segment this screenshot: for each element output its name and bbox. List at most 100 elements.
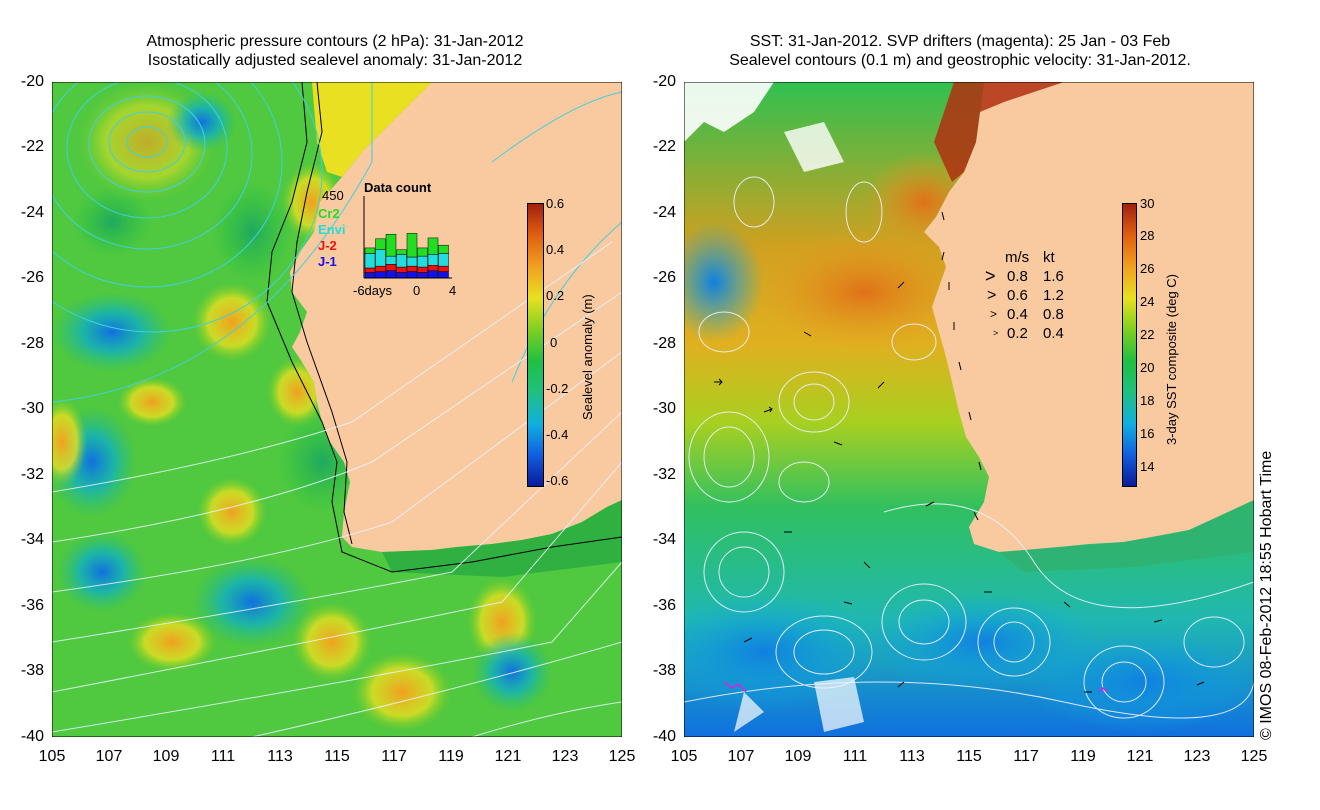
y-tick: -38	[20, 662, 44, 679]
velocity-kt: 1.6	[1043, 268, 1064, 285]
velocity-header-kt: kt	[1043, 249, 1055, 266]
x-tick: 115	[324, 748, 350, 765]
velocity-kt: 0.8	[1043, 306, 1064, 323]
sst-tick: 18	[1140, 393, 1155, 408]
sst-features	[684, 82, 1254, 732]
x-tick: 125	[608, 748, 636, 765]
x-tick: 121	[494, 748, 522, 765]
x-tick: 117	[381, 748, 407, 765]
x-tick: 113	[899, 748, 925, 765]
sst-tick: 20	[1140, 360, 1155, 375]
northwest-warm-coast	[934, 82, 1064, 182]
data-count-bar-j2	[385, 264, 397, 271]
sla-tick: -0.4	[546, 427, 569, 442]
isobath-lines	[266, 82, 622, 573]
sla-tick: 0.4	[546, 242, 565, 257]
sst-tick: 24	[1140, 294, 1155, 309]
data-count-bar-cr2	[385, 234, 397, 257]
data-count-bar-j2	[396, 266, 407, 273]
data-count-bar-j1	[406, 271, 418, 279]
x-tick: 115	[956, 748, 982, 765]
south-coast-green	[382, 500, 622, 577]
sst-colorbar	[1122, 203, 1137, 487]
y-tick: -32	[20, 466, 44, 483]
x-tick: 113	[267, 748, 293, 765]
sla-tick: -0.6	[546, 473, 569, 488]
y-tick: -26	[652, 269, 676, 286]
pressure-contours	[52, 82, 622, 403]
x-tick: 123	[551, 748, 579, 765]
y-tick: -40	[20, 728, 44, 745]
y-tick: -20	[20, 73, 44, 90]
x-tick: 105	[38, 748, 66, 765]
legend-envi: Envi	[318, 222, 346, 237]
sla-colorbar	[527, 203, 544, 487]
data-count-bar-cr2	[417, 247, 428, 257]
y-tick: -36	[652, 597, 676, 614]
x-tick: 111	[210, 748, 236, 765]
y-tick: -38	[652, 662, 676, 679]
left-title-line2: Isostatically adjusted sealevel anomaly:…	[147, 52, 523, 69]
y-tick: -28	[652, 335, 676, 352]
data-count-max-label: 450	[322, 188, 344, 203]
data-count-bar-cr2	[364, 247, 376, 254]
data-count-legend: Cr2 Envi J-2 J-1	[318, 206, 345, 270]
velocity-arrow-icon: >	[985, 266, 996, 286]
sst-tick: 22	[1140, 327, 1155, 342]
x-tick: 105	[670, 748, 698, 765]
velocity-ms: 0.8	[1007, 268, 1028, 285]
x-tick: 107	[95, 748, 123, 765]
sst-tick: 14	[1140, 459, 1155, 474]
y-tick: -28	[20, 335, 44, 352]
velocity-arrow-icon: >	[990, 307, 998, 321]
x-tick: 107	[727, 748, 755, 765]
land-australia-right	[924, 82, 1254, 552]
data-count-bar-j2	[364, 267, 376, 273]
legend-j2: J-2	[318, 238, 337, 253]
data-count-bar-j2	[427, 264, 439, 271]
svp-drifters	[723, 681, 1108, 693]
data-count-bar-cr2	[427, 237, 439, 255]
sst-colorbar-label: 3-day SST composite (deg C)	[1164, 274, 1179, 445]
y-tick: -30	[652, 400, 676, 417]
y-tick: -36	[20, 597, 44, 614]
data-count-xlabel-end: 4	[449, 283, 457, 298]
credit-timestamp: © IMOS 08-Feb-2012 18:55 Hobart Time	[1258, 450, 1275, 740]
data-count-bar-envi	[406, 256, 418, 267]
south-coast-green-right	[999, 500, 1254, 572]
data-count-bars	[364, 233, 449, 279]
sst-tick: 16	[1140, 426, 1155, 441]
pressure-contours-white	[52, 241, 622, 737]
legend-cr2: Cr2	[318, 206, 340, 221]
velocity-ms: 0.2	[1007, 325, 1028, 342]
y-tick: -22	[20, 138, 44, 155]
right-sst-map	[684, 82, 1254, 737]
data-count-bar-j1	[385, 270, 397, 279]
data-count-bar-cr2	[438, 244, 449, 254]
x-tick: 119	[1070, 748, 1096, 765]
velocity-arrow-icon: >	[993, 328, 999, 338]
x-tick: 123	[1183, 748, 1211, 765]
sla-colorbar-label: Sealevel anomaly (m)	[580, 294, 595, 420]
data-count-bar-j2	[417, 266, 428, 273]
data-count-bar-cr2	[396, 249, 407, 255]
data-count-bar-envi	[396, 254, 407, 268]
velocity-kt: 0.4	[1043, 325, 1064, 342]
velocity-kt: 1.2	[1043, 287, 1064, 304]
data-count-chart	[363, 196, 452, 279]
data-count-bar-envi	[427, 254, 439, 266]
velocity-ms: 0.4	[1007, 306, 1028, 323]
legend-j1: J-1	[318, 254, 337, 269]
data-count-title: Data count	[364, 180, 432, 195]
data-count-bar-envi	[375, 249, 386, 267]
sealevel-contours	[684, 176, 1254, 719]
x-tick: 109	[152, 748, 180, 765]
data-count-bar-j1	[364, 272, 376, 279]
x-tick: 109	[784, 748, 812, 765]
data-count-bar-envi	[364, 253, 376, 269]
data-count-bar-j1	[427, 270, 439, 279]
y-tick: -34	[652, 531, 676, 548]
velocity-arrow-icon: >	[987, 287, 997, 304]
x-tick: 111	[842, 748, 868, 765]
right-title-line2: Sealevel contours (0.1 m) and geostrophi…	[729, 52, 1191, 69]
